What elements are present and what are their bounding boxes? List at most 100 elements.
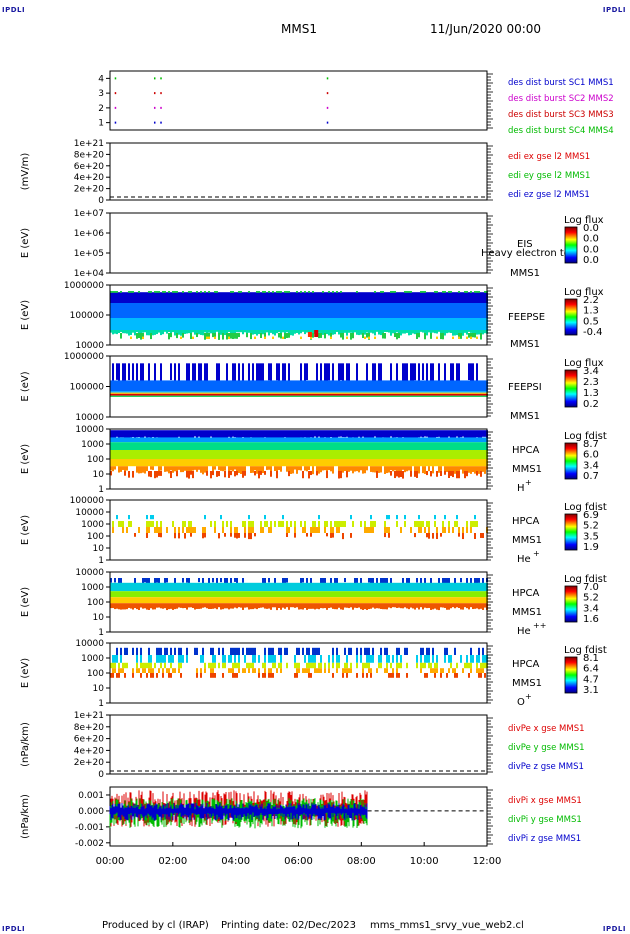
- colorbar-tick-label: 0.2: [583, 399, 599, 410]
- y-tick-label: 1000: [81, 583, 104, 593]
- y-tick-label: 1: [98, 556, 104, 566]
- colorbar-tick-label: 1.6: [583, 614, 599, 625]
- colorbar-tick-label: 5.2: [583, 521, 599, 532]
- heatmap-cells: [110, 430, 488, 479]
- colorbar-tick-label: 0.5: [583, 316, 599, 327]
- burst-mark: [326, 121, 329, 124]
- burst-mark: [153, 106, 156, 109]
- legend-entry: divPe x gse MMS1: [508, 724, 585, 734]
- legend-entry: edi ez gse l2 MMS1: [508, 190, 590, 200]
- corner-tag-bottom-right: IPDLI: [602, 925, 626, 933]
- colorbar-tick-label: 0.0: [583, 244, 599, 255]
- y-tick-label: 8e+20: [74, 723, 105, 733]
- corner-tag-top-right: IPDLI: [602, 6, 626, 14]
- y-axis-label: E (eV): [20, 371, 31, 401]
- y-axis-label: E (eV): [20, 587, 31, 617]
- y-tick-label: 4: [98, 74, 104, 84]
- heatmap-cells: [110, 578, 488, 611]
- y-tick-label: 4e+20: [74, 173, 105, 183]
- y-tick-label: 10000: [75, 341, 104, 351]
- instrument-label: HPCA: [512, 659, 540, 670]
- y-tick-label: 1: [98, 699, 104, 709]
- colorbar-title: Log fdist: [564, 574, 607, 585]
- panel-frame: [109, 70, 488, 131]
- y-axis-label: E (eV): [20, 444, 31, 474]
- species-label: He: [517, 554, 531, 565]
- legend-entry: des dist burst SC1 MMS1: [508, 78, 614, 88]
- y-axis-label: E (eV): [20, 300, 31, 330]
- burst-mark: [153, 121, 156, 124]
- species-charge: +: [525, 692, 532, 701]
- heatmap-cells: [110, 647, 488, 678]
- species-label: O: [517, 697, 525, 708]
- x-tick-label: 06:00: [284, 856, 313, 867]
- y-tick-label: 2: [98, 104, 104, 114]
- colorbar: [564, 369, 578, 408]
- instrument-label: EIS: [517, 239, 533, 250]
- date-title: 11/Jun/2020 00:00: [430, 22, 542, 36]
- instrument-label: FEEPSI: [508, 382, 542, 393]
- burst-mark: [326, 77, 329, 80]
- colorbar-title: Log fdist: [564, 431, 607, 442]
- burst-mark: [160, 92, 162, 95]
- footer-producer: Produced by cl (IRAP): [102, 920, 209, 931]
- y-tick-label: 10: [93, 544, 105, 554]
- x-tick-label: 00:00: [96, 856, 125, 867]
- panel-frame: [109, 142, 488, 201]
- colorbar: [564, 513, 578, 551]
- colorbar-tick-label: 3.5: [583, 531, 599, 542]
- colorbar-tick-label: 3.4: [583, 366, 599, 377]
- colorbar-tick-label: 3.4: [583, 460, 599, 471]
- y-tick-label: 100000: [70, 311, 105, 321]
- y-tick-label: 100: [87, 598, 104, 608]
- y-tick-label: 10000: [75, 413, 104, 423]
- y-tick-label: 1e+21: [74, 139, 104, 149]
- legend-entry: divPe z gse MMS1: [508, 762, 584, 772]
- colorbar: [564, 656, 578, 694]
- y-tick-label: 1e+21: [74, 711, 104, 721]
- y-tick-label: 8e+20: [74, 150, 105, 160]
- colorbar-tick-label: 3.1: [583, 685, 599, 696]
- overlay-text: Heavy electron to: [481, 248, 570, 259]
- colorbar-tick-label: 2.2: [583, 295, 599, 306]
- y-tick-label: 1000000: [64, 281, 104, 291]
- legend-entry: divPi z gse MMS1: [508, 834, 581, 844]
- y-tick-label: -0.001: [75, 823, 104, 833]
- colorbar: [564, 298, 578, 336]
- legend-entry: edi ex gse l2 MMS1: [508, 152, 590, 162]
- legend-entry: edi ey gse l2 MMS1: [508, 171, 590, 181]
- legend-entry: des dist burst SC3 MMS3: [508, 110, 614, 120]
- x-tick-label: 12:00: [473, 856, 502, 867]
- footer-printing-date: Printing date: 02/Dec/2023: [221, 920, 357, 931]
- y-tick-label: 10: [93, 613, 105, 623]
- colorbar-tick-label: 6.9: [583, 510, 599, 521]
- y-tick-label: 1000: [81, 520, 104, 530]
- y-tick-label: 1000: [81, 654, 104, 664]
- colorbar-title: Log flux: [564, 287, 604, 298]
- colorbar-tick-label: 8.7: [583, 439, 599, 450]
- x-tick-label: 04:00: [221, 856, 250, 867]
- y-tick-label: 3: [98, 89, 104, 99]
- y-tick-label: 1e+05: [74, 249, 104, 259]
- colorbar-tick-label: 0.0: [583, 223, 599, 234]
- colorbar-tick-label: 0.7: [583, 471, 599, 482]
- species-charge: +: [533, 549, 540, 558]
- species-charge: ++: [533, 621, 546, 630]
- burst-mark: [160, 77, 162, 80]
- colorbar-tick-label: 3.4: [583, 603, 599, 614]
- burst-mark: [114, 106, 117, 109]
- colorbar-tick-label: 7.0: [583, 582, 599, 593]
- spacecraft-label: MMS1: [510, 411, 540, 422]
- spacecraft-label: MMS1: [510, 339, 540, 350]
- y-tick-label: 0.000: [78, 807, 104, 817]
- y-tick-label: 1: [98, 119, 104, 129]
- y-tick-label: 10: [93, 684, 105, 694]
- burst-mark: [153, 77, 156, 80]
- y-tick-label: 1e+04: [74, 269, 105, 279]
- burst-mark: [114, 92, 117, 95]
- corner-tag-bottom-left: IPDLI: [2, 925, 26, 933]
- colorbar-tick-label: -0.4: [583, 327, 603, 338]
- legend-entry: divPi x gse MMS1: [508, 796, 582, 806]
- panel-frame: [109, 212, 488, 274]
- corner-tag-top-left: IPDLI: [2, 6, 26, 14]
